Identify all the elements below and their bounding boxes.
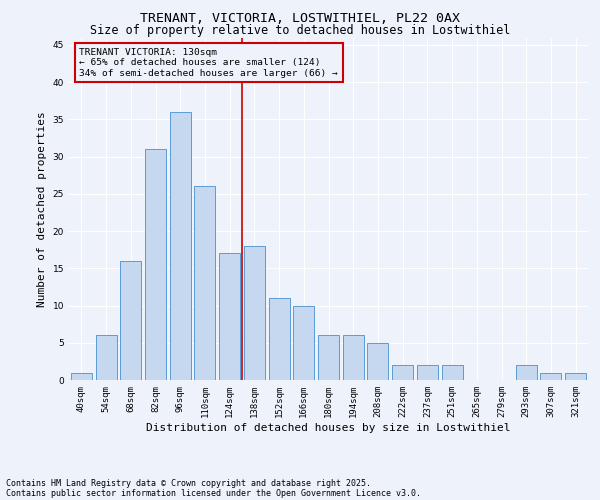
Bar — [343, 336, 364, 380]
Text: Contains public sector information licensed under the Open Government Licence v3: Contains public sector information licen… — [6, 488, 421, 498]
Bar — [367, 343, 388, 380]
Text: TRENANT VICTORIA: 130sqm
← 65% of detached houses are smaller (124)
34% of semi-: TRENANT VICTORIA: 130sqm ← 65% of detach… — [79, 48, 338, 78]
Bar — [71, 372, 92, 380]
Bar — [417, 365, 438, 380]
X-axis label: Distribution of detached houses by size in Lostwithiel: Distribution of detached houses by size … — [146, 422, 511, 432]
Bar — [120, 261, 141, 380]
Bar — [318, 336, 339, 380]
Bar — [194, 186, 215, 380]
Text: TRENANT, VICTORIA, LOSTWITHIEL, PL22 0AX: TRENANT, VICTORIA, LOSTWITHIEL, PL22 0AX — [140, 12, 460, 26]
Bar — [145, 149, 166, 380]
Bar — [170, 112, 191, 380]
Bar — [95, 336, 116, 380]
Bar — [442, 365, 463, 380]
Y-axis label: Number of detached properties: Number of detached properties — [37, 111, 47, 306]
Text: Size of property relative to detached houses in Lostwithiel: Size of property relative to detached ho… — [90, 24, 510, 37]
Text: Contains HM Land Registry data © Crown copyright and database right 2025.: Contains HM Land Registry data © Crown c… — [6, 478, 371, 488]
Bar — [269, 298, 290, 380]
Bar — [541, 372, 562, 380]
Bar — [392, 365, 413, 380]
Bar — [244, 246, 265, 380]
Bar — [293, 306, 314, 380]
Bar — [565, 372, 586, 380]
Bar — [516, 365, 537, 380]
Bar — [219, 254, 240, 380]
